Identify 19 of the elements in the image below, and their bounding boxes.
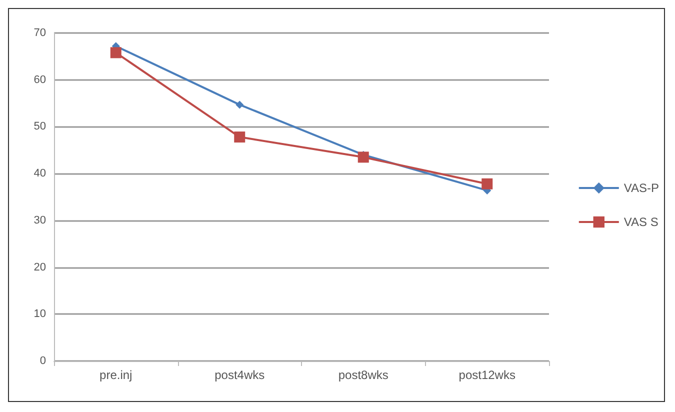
y-tick-label: 20: [34, 261, 46, 274]
y-tick-label: 10: [34, 308, 46, 320]
point: [234, 132, 246, 143]
point: [110, 47, 122, 58]
y-tick-label: 70: [34, 27, 46, 39]
y-tick-label: 30: [34, 214, 46, 226]
x-tick-label: post8wks: [338, 368, 388, 382]
x-tick-label: post12wks: [458, 368, 516, 382]
y-tick-label: 40: [34, 168, 46, 180]
point: [236, 100, 244, 109]
x-tick-label: post4wks: [214, 368, 265, 382]
legend-label: VAS S: [624, 215, 658, 229]
point: [358, 152, 369, 163]
point: [482, 178, 493, 190]
y-tick-label: 50: [34, 120, 46, 133]
y-tick-label: 60: [34, 74, 46, 86]
y-tick-label: 0: [40, 355, 46, 367]
legend-label: VAS-P: [624, 181, 660, 195]
x-tick-label: pre.inj: [100, 368, 132, 382]
